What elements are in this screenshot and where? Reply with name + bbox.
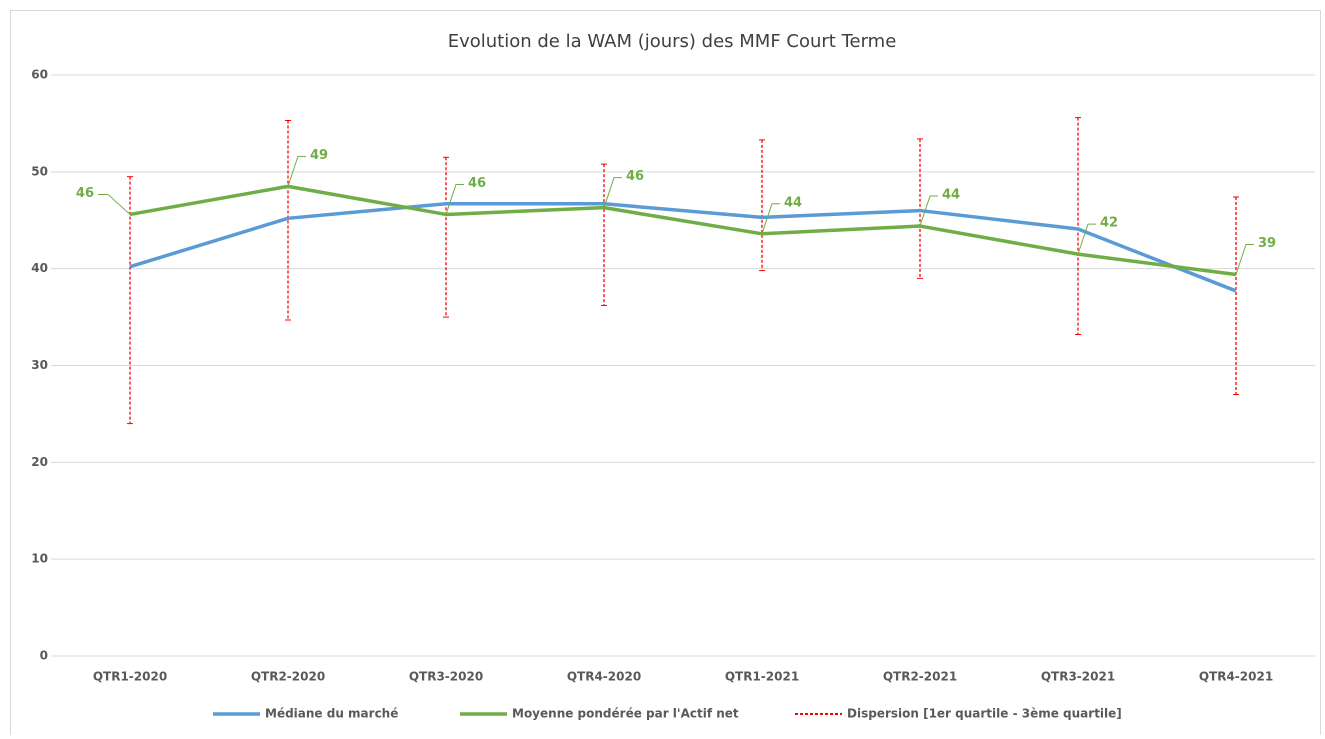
legend-label: Moyenne pondérée par l'Actif net bbox=[512, 707, 739, 721]
leader-line bbox=[98, 193, 131, 215]
x-tick-label: QTR4-2021 bbox=[1199, 670, 1273, 684]
data-label: 39 bbox=[1258, 236, 1276, 251]
legend-label: Dispersion [1er quartile - 3ème quartile… bbox=[847, 707, 1122, 721]
x-tick-label: QTR2-2021 bbox=[883, 670, 957, 684]
data-label: 46 bbox=[76, 186, 94, 201]
data-label: 44 bbox=[784, 195, 802, 210]
x-tick-label: QTR3-2021 bbox=[1041, 670, 1115, 684]
leader-line bbox=[1235, 243, 1254, 275]
data-label: 49 bbox=[310, 148, 328, 163]
x-tick-label: QTR1-2020 bbox=[93, 670, 167, 684]
leader-line bbox=[287, 155, 306, 187]
leader-line bbox=[761, 203, 780, 234]
y-tick-label: 60 bbox=[31, 68, 48, 82]
data-label: 46 bbox=[468, 176, 486, 191]
data-label: 46 bbox=[626, 169, 644, 184]
leader-line bbox=[919, 195, 938, 227]
y-tick-label: 30 bbox=[31, 358, 48, 372]
leader-line bbox=[445, 183, 464, 215]
y-tick-label: 0 bbox=[40, 649, 48, 663]
y-tick-label: 10 bbox=[31, 552, 48, 566]
data-label: 44 bbox=[942, 188, 960, 203]
y-tick-label: 20 bbox=[31, 455, 48, 469]
line-series bbox=[129, 202, 1237, 293]
x-tick-label: QTR1-2021 bbox=[725, 670, 799, 684]
chart-title: Evolution de la WAM (jours) des MMF Cour… bbox=[448, 31, 897, 52]
x-tick-label: QTR3-2020 bbox=[409, 670, 483, 684]
legend-label: Médiane du marché bbox=[265, 707, 398, 721]
y-tick-label: 50 bbox=[31, 164, 48, 178]
line-series bbox=[129, 184, 1237, 277]
leader-line bbox=[1077, 223, 1096, 255]
y-tick-label: 40 bbox=[31, 261, 48, 275]
leader-line bbox=[603, 177, 622, 208]
x-tick-label: QTR2-2020 bbox=[251, 670, 325, 684]
data-label: 42 bbox=[1100, 216, 1118, 231]
chart-border bbox=[10, 10, 1321, 739]
x-tick-label: QTR4-2020 bbox=[567, 670, 641, 684]
